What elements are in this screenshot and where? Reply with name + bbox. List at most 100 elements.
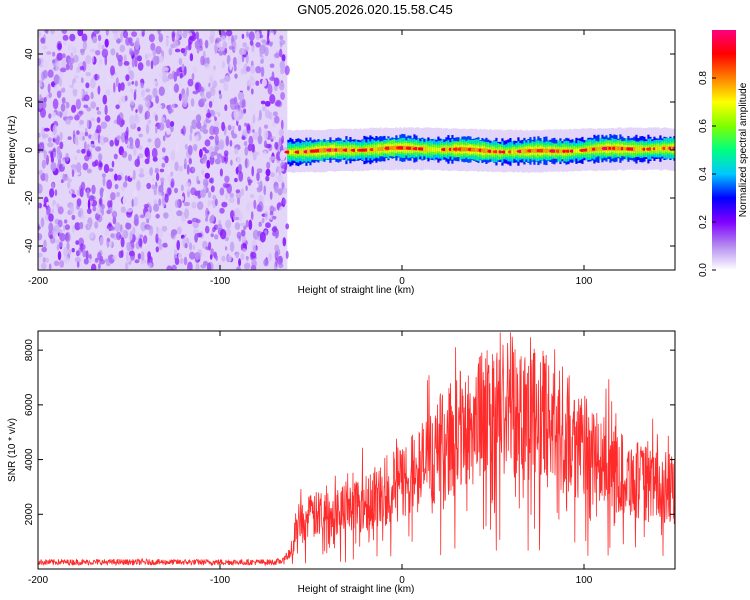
noise-blob bbox=[206, 159, 211, 169]
noise-blob bbox=[83, 94, 90, 102]
noise-blob bbox=[100, 121, 108, 129]
noise-blob bbox=[149, 167, 154, 176]
noise-blob bbox=[189, 53, 194, 62]
band-peak bbox=[448, 147, 452, 151]
noise-blob bbox=[120, 82, 125, 91]
noise-blob bbox=[133, 196, 139, 207]
noise-blob bbox=[82, 136, 85, 141]
noise-blob bbox=[104, 38, 109, 48]
noise-blob bbox=[196, 219, 201, 224]
noise-blob bbox=[114, 222, 121, 232]
noise-blob bbox=[40, 37, 45, 44]
noise-blob bbox=[123, 54, 127, 63]
noise-blob bbox=[264, 124, 268, 129]
noise-blob bbox=[228, 255, 232, 262]
band-cell bbox=[411, 146, 414, 151]
noise-blob bbox=[49, 234, 53, 239]
noise-blob bbox=[73, 82, 78, 90]
noise-blob bbox=[255, 80, 260, 86]
noise-blob bbox=[249, 194, 255, 199]
noise-blob bbox=[219, 93, 223, 100]
noise-blob bbox=[224, 246, 228, 251]
noise-blob bbox=[259, 49, 263, 58]
band-cell bbox=[637, 147, 640, 151]
noise-blob bbox=[176, 30, 183, 39]
noise-blob bbox=[155, 233, 159, 244]
noise-blob bbox=[131, 81, 134, 85]
noise-blob bbox=[96, 206, 100, 216]
band-cell bbox=[383, 146, 386, 151]
noise-blob bbox=[47, 137, 52, 143]
noise-blob bbox=[132, 169, 136, 181]
noise-blob bbox=[207, 191, 212, 199]
noise-blob bbox=[97, 251, 102, 261]
noise-blob bbox=[279, 35, 284, 41]
noise-blob bbox=[133, 146, 137, 156]
noise-blob bbox=[272, 111, 278, 117]
noise-blob bbox=[48, 113, 52, 119]
noise-blob bbox=[98, 160, 103, 171]
colorbar: 0.0 0.2 0.4 0.6 0.8 Normalized spectral ampl… bbox=[698, 30, 749, 277]
snr-series-line bbox=[38, 332, 675, 567]
band-cell bbox=[595, 146, 598, 152]
noise-blob bbox=[108, 168, 114, 172]
noise-blob bbox=[239, 222, 246, 227]
band-cell bbox=[439, 147, 442, 152]
noise-blob bbox=[173, 71, 178, 82]
noise-blob bbox=[202, 124, 207, 130]
noise-blob bbox=[228, 197, 235, 203]
noise-blob bbox=[88, 232, 95, 239]
noise-blob bbox=[86, 106, 92, 112]
noise-blob bbox=[264, 100, 271, 107]
noise-blob bbox=[140, 221, 147, 232]
x-tick-label: 100 bbox=[576, 575, 593, 586]
noise-blob bbox=[212, 195, 217, 200]
band-cell bbox=[511, 149, 514, 154]
noise-blob bbox=[77, 210, 82, 218]
snr-x-axis: -200 -100 0 100 bbox=[28, 331, 593, 586]
noise-blob bbox=[126, 208, 133, 213]
noise-blob bbox=[138, 106, 143, 114]
snr-panel: -200 -100 0 100 2000 4000 6000 8000 Height of … bbox=[7, 330, 676, 595]
noise-blob bbox=[201, 94, 206, 99]
noise-blob bbox=[269, 94, 276, 104]
noise-blob bbox=[46, 201, 49, 206]
noise-blob bbox=[252, 245, 257, 253]
noise-blob bbox=[278, 82, 285, 91]
noise-blob bbox=[200, 55, 205, 66]
noise-blob bbox=[162, 242, 168, 248]
noise-blob bbox=[79, 187, 84, 198]
noise-blob bbox=[38, 225, 41, 230]
noise-blob bbox=[121, 119, 125, 126]
noise-blob bbox=[107, 255, 111, 261]
noise-blob bbox=[176, 210, 183, 217]
noise-blob bbox=[219, 187, 225, 196]
noise-blob bbox=[269, 76, 276, 81]
band-cell bbox=[321, 148, 324, 153]
noise-blob bbox=[116, 191, 120, 198]
noise-blob bbox=[274, 141, 279, 150]
noise-blob bbox=[56, 90, 62, 99]
band-cell bbox=[543, 148, 546, 153]
noise-blob bbox=[151, 147, 158, 159]
colorbar-tick-label: 0.0 bbox=[698, 263, 709, 277]
noise-blob bbox=[52, 124, 57, 136]
band-cell bbox=[435, 147, 438, 152]
noise-blob bbox=[285, 223, 290, 230]
noise-blob bbox=[192, 244, 196, 250]
noise-blob bbox=[38, 252, 43, 258]
noise-blob bbox=[79, 243, 86, 251]
noise-blob bbox=[208, 177, 214, 184]
noise-blob bbox=[165, 38, 169, 47]
band-cell bbox=[423, 146, 426, 152]
noise-blob bbox=[104, 258, 109, 263]
noise-blob bbox=[202, 158, 207, 164]
noise-blob bbox=[278, 262, 284, 269]
noise-blob bbox=[40, 107, 46, 118]
noise-blob bbox=[136, 55, 142, 62]
noise-blob bbox=[214, 146, 218, 155]
noise-blob bbox=[159, 73, 163, 78]
band-cell bbox=[337, 148, 340, 152]
noise-blob bbox=[225, 219, 232, 229]
noise-blob bbox=[60, 103, 66, 112]
